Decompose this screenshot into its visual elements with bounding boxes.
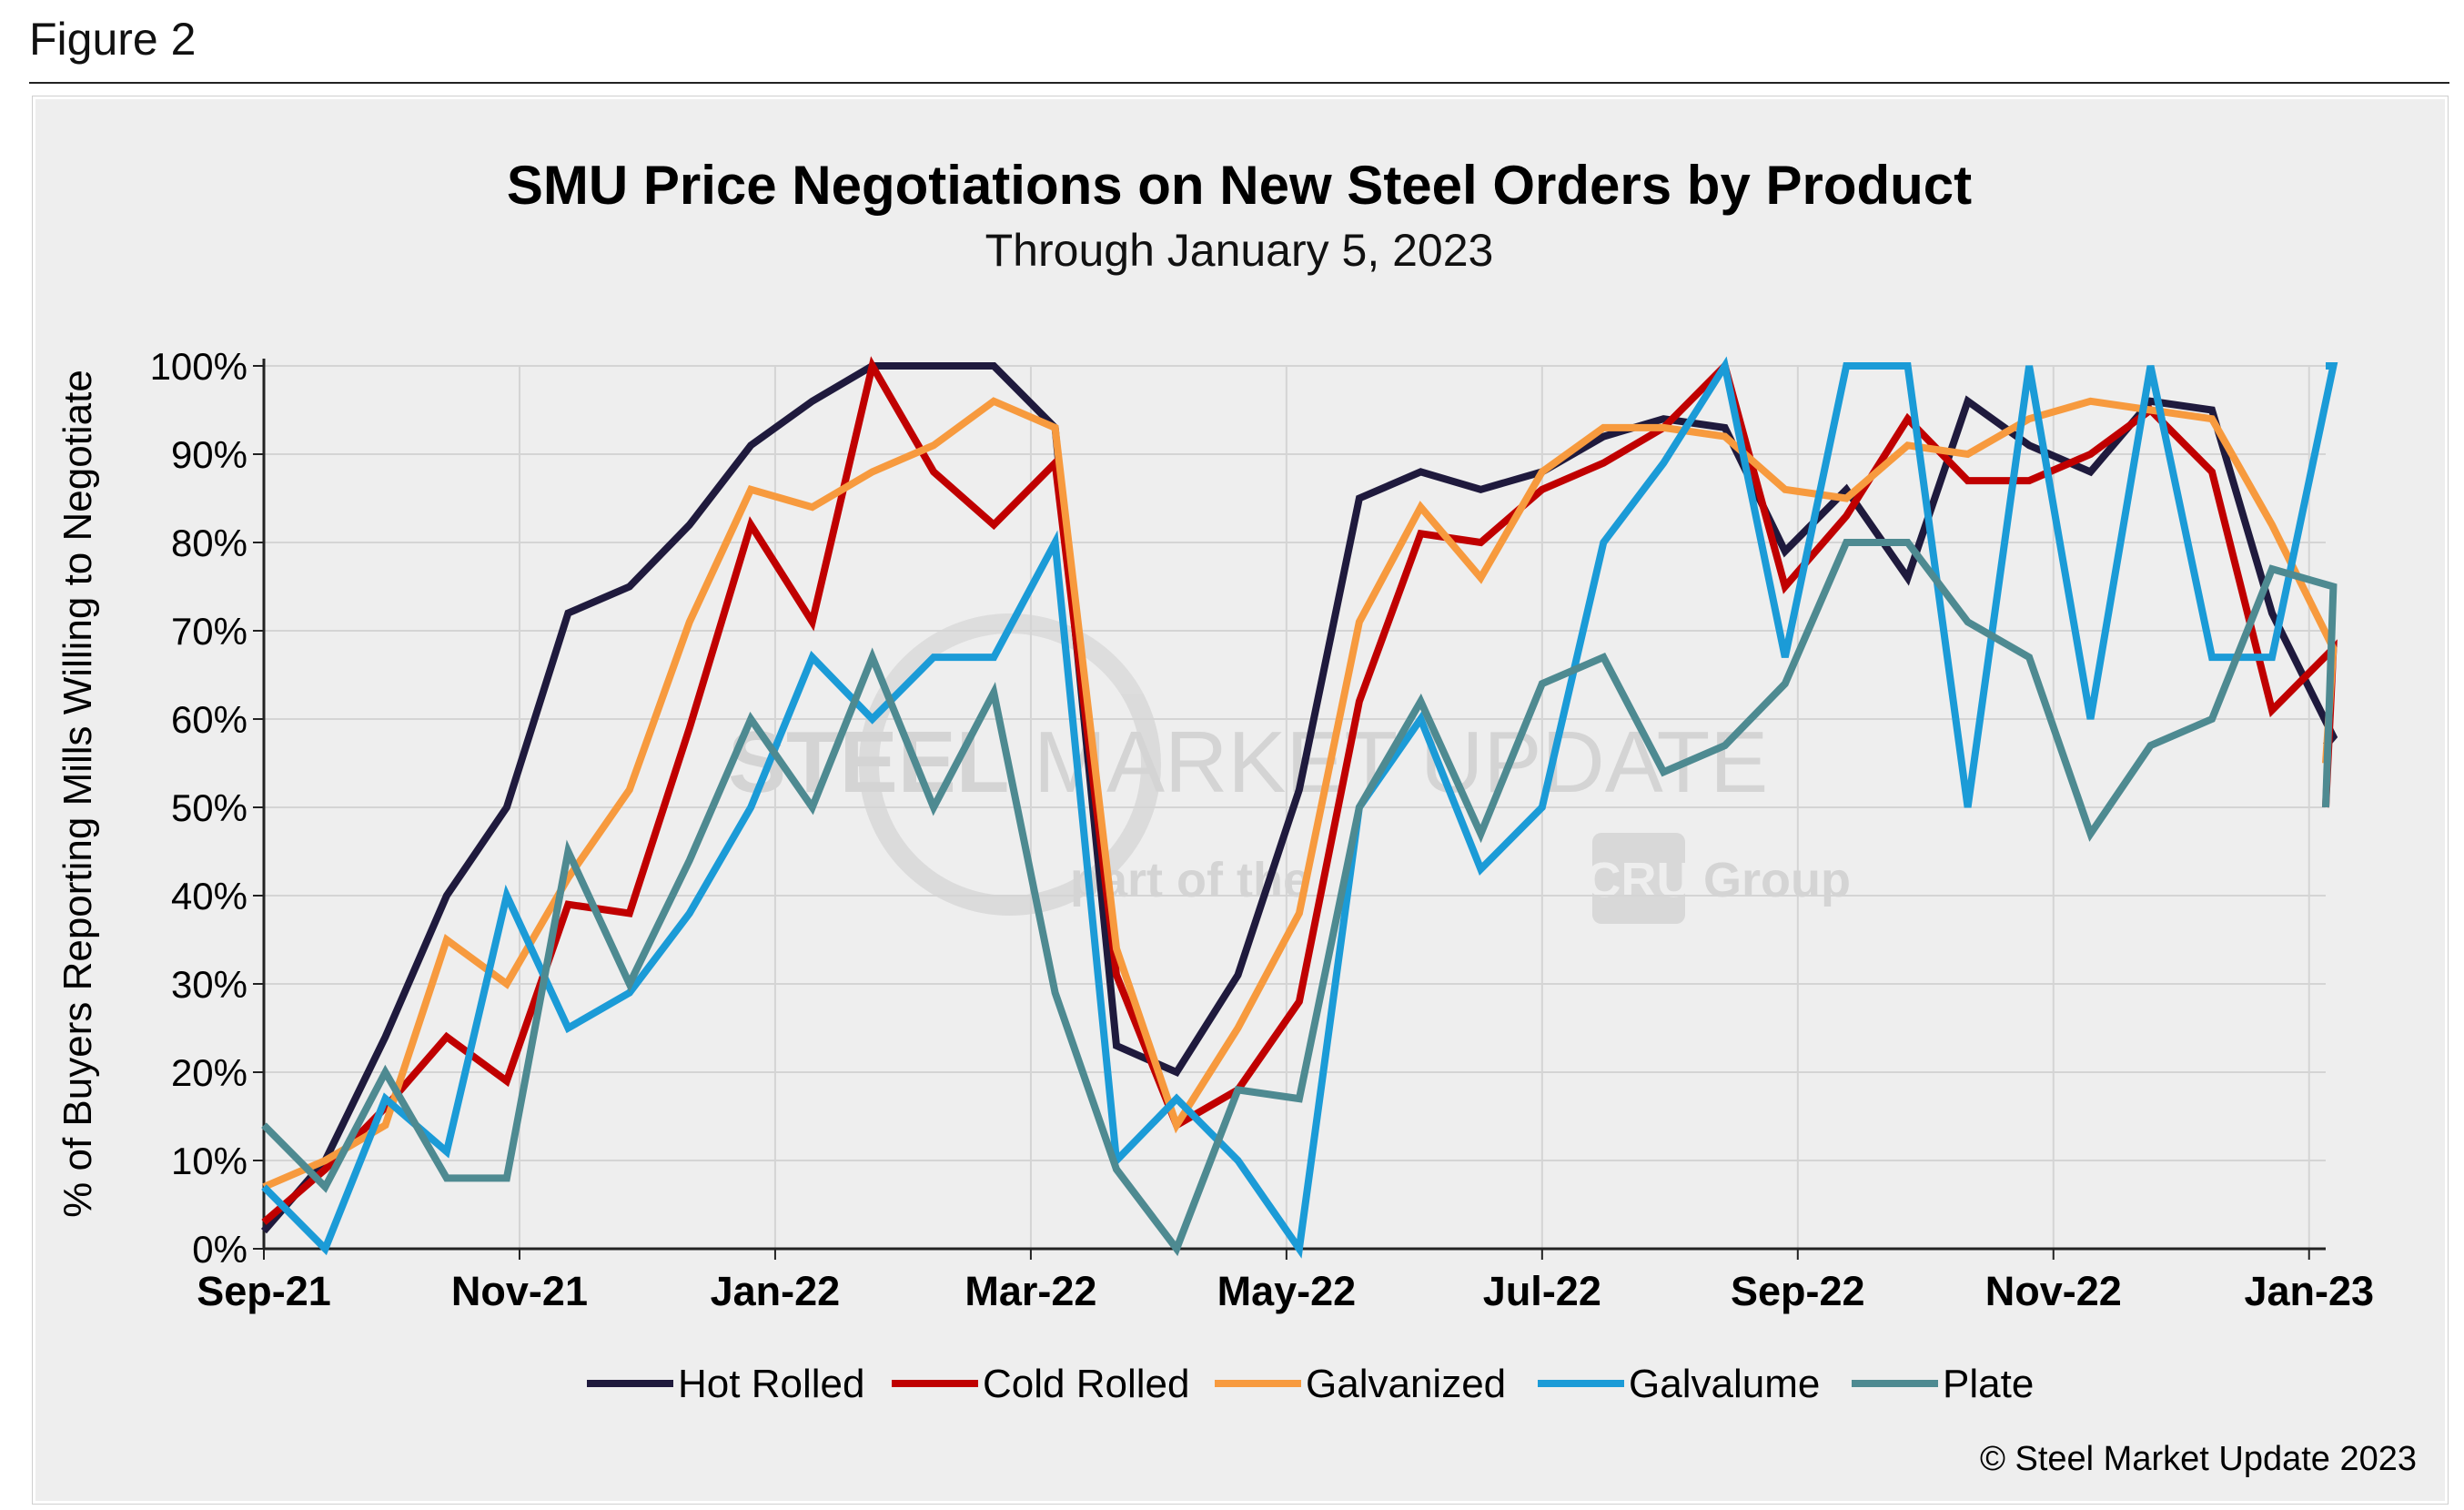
series-line-cold-rolled [261,356,2338,1225]
y-tick-label: 30% [171,963,247,1006]
y-tick-label: 40% [171,875,247,917]
copyright: © Steel Market Update 2023 [1980,1440,2417,1478]
chart-title: SMU Price Negotiations on New Steel Orde… [507,155,1972,216]
y-tick-label: 10% [171,1140,247,1182]
y-tick-label: 80% [171,522,247,564]
watermark-logo: STEEL MARKET UPDATE part of the CRU Grou… [728,613,1851,924]
legend-label-galvanized: Galvanized [1306,1362,1506,1406]
x-tick-label: Jan-22 [711,1268,841,1314]
series-lines [260,356,2338,1259]
x-tick-label: Mar-22 [964,1268,1096,1314]
figure-label: Figure 2 [29,14,197,65]
legend-label-galvalume: Galvalume [1629,1362,1820,1406]
x-tick-label: Nov-22 [1985,1268,2122,1314]
y-tick-label: 50% [171,786,247,829]
axes [253,359,2326,1260]
watermark-line1: STEEL MARKET UPDATE [728,714,1768,811]
watermark-badge: CRU [1586,853,1692,907]
y-tick-label: 100% [150,345,247,388]
series-line-galvalume [261,356,2338,1259]
x-tick-labels: Sep-21 Nov-21 Jan-22 Mar-22 May-22 Jul-22 Sep-… [197,1268,2374,1314]
watermark-badge-box [1592,833,1685,924]
y-tick-label: 90% [171,433,247,476]
y-tick-label: 70% [171,610,247,653]
figure-divider [29,82,2449,84]
legend-label-cold-rolled: Cold Rolled [983,1362,1189,1406]
watermark-group: Group [1703,853,1851,907]
legend-label-plate: Plate [1943,1362,2034,1406]
series-line-hot-rolled [260,362,2338,1234]
series-line-plate [261,539,2338,1257]
x-tick-label: May-22 [1217,1268,1357,1314]
y-axis-label: % of Buyers Reporting Mills Willing to N… [56,370,100,1218]
legend-label-hot-rolled: Hot Rolled [678,1362,864,1406]
chart-subtitle: Through January 5, 2023 [985,225,1494,276]
x-tick-label: Sep-21 [197,1268,331,1314]
y-tick-label: 20% [171,1051,247,1094]
x-tick-label: Sep-22 [1731,1268,1865,1314]
chart-panel [33,96,2448,1504]
x-tick-label: Jul-22 [1483,1268,1601,1314]
x-tick-label: Jan-23 [2244,1268,2374,1314]
x-tick-label: Nov-21 [451,1268,588,1314]
legend: Hot Rolled Cold Rolled Galvanized Galvalume… [587,1362,2034,1406]
y-tick-labels: 0% 10% 20% 30% 40% 50% 60% 70% 80% 90% 100% [150,345,247,1271]
y-tick-label: 0% [192,1228,247,1271]
y-tick-label: 60% [171,698,247,741]
